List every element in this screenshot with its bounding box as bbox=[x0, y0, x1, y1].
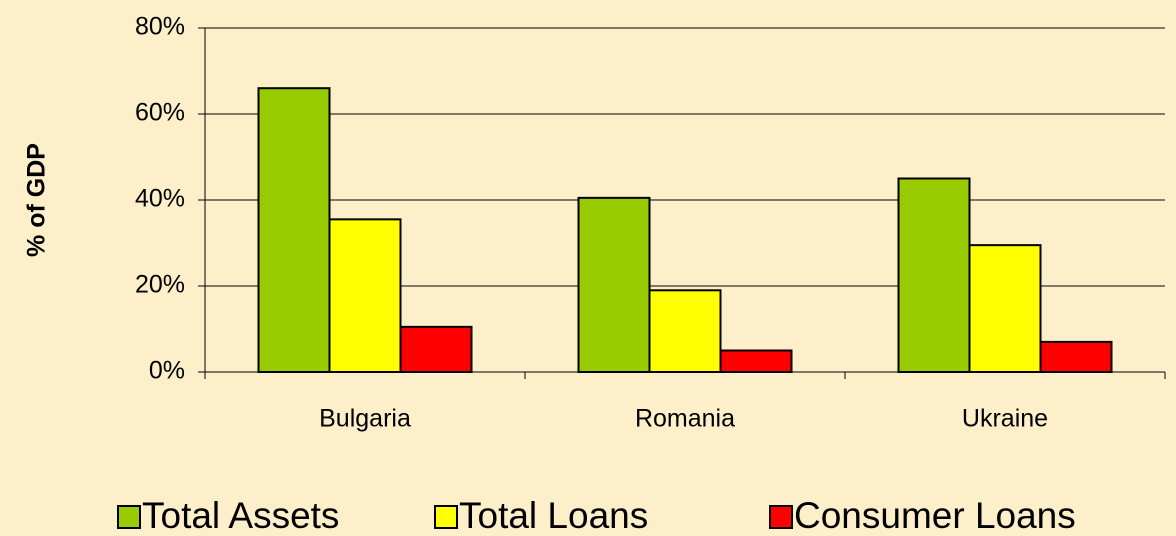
legend-swatch bbox=[117, 505, 141, 529]
y-axis-label: % of GDP bbox=[23, 143, 51, 257]
x-tick-label: Romania bbox=[635, 405, 735, 433]
legend-swatch bbox=[769, 505, 793, 529]
bar bbox=[968, 244, 1042, 373]
y-tick-label: 40% bbox=[135, 185, 185, 213]
bar bbox=[577, 196, 651, 373]
y-tick-label: 20% bbox=[135, 271, 185, 299]
legend-label: Consumer Loans bbox=[794, 495, 1076, 536]
bar bbox=[399, 325, 473, 374]
x-tick-label: Bulgaria bbox=[319, 405, 411, 433]
legend-label: Total Assets bbox=[142, 495, 339, 536]
bar bbox=[257, 87, 331, 373]
legend-swatch bbox=[434, 505, 458, 529]
x-tick-label: Ukraine bbox=[962, 405, 1048, 433]
bar bbox=[1039, 340, 1113, 373]
bar bbox=[897, 177, 971, 373]
y-tick-label: 0% bbox=[149, 357, 185, 385]
legend-label: Total Loans bbox=[459, 495, 648, 536]
bar bbox=[328, 218, 402, 373]
bar bbox=[719, 349, 793, 373]
bar bbox=[648, 289, 722, 373]
y-tick-label: 80% bbox=[135, 13, 185, 41]
y-tick-label: 60% bbox=[135, 99, 185, 127]
